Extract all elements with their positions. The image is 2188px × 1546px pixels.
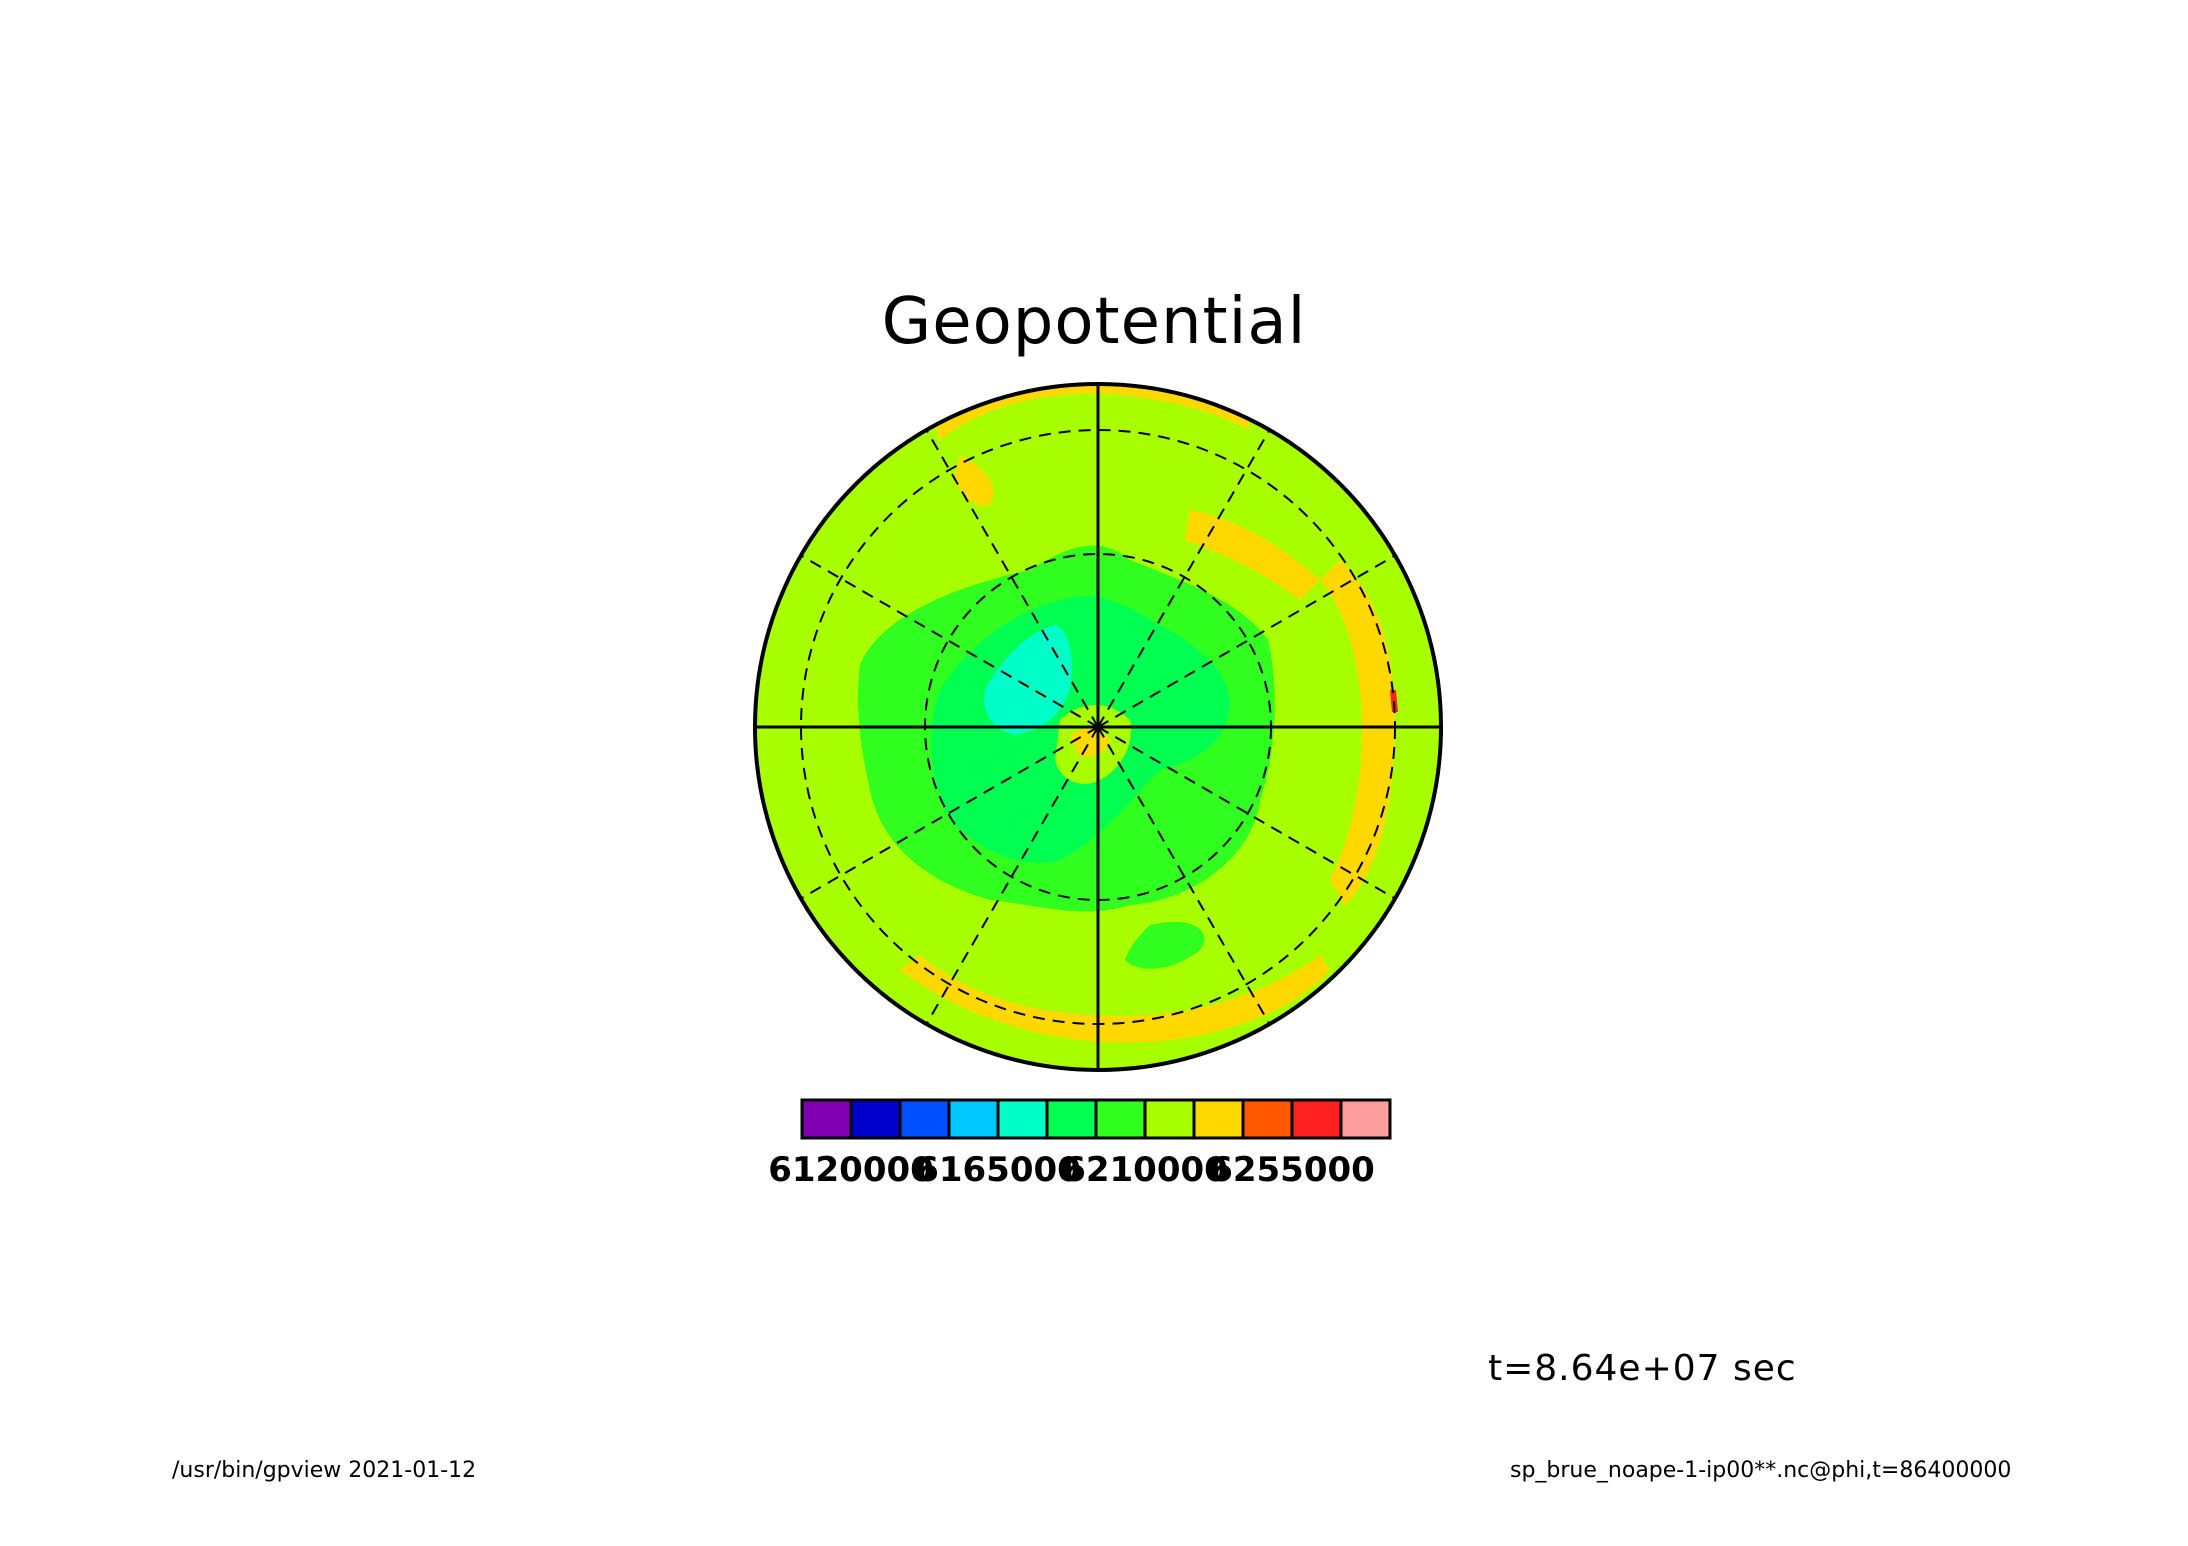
meridian-dashed [1097, 726, 1396, 900]
colorbar-tick-label: 6210000 [1062, 1150, 1228, 1190]
colorbar-swatch [800, 1098, 853, 1140]
colorbar-tick-label: 6120000 [768, 1150, 934, 1190]
yellow-band-north [935, 384, 1250, 440]
meridian-dashed [1097, 554, 1396, 728]
colorbar [800, 1098, 1392, 1140]
colorbar-swatch [1339, 1098, 1392, 1140]
colorbar-swatch [1241, 1098, 1294, 1140]
meridian-dashed [925, 726, 1099, 1025]
colorbar-swatch [898, 1098, 951, 1140]
colorbar-swatch [996, 1098, 1049, 1140]
colorbar-swatch [1143, 1098, 1196, 1140]
map-border [753, 382, 1443, 1072]
meridian-dashed [925, 429, 1099, 728]
aqua-blob [984, 625, 1072, 735]
colorbar-swatch [1045, 1098, 1098, 1140]
colorbar-swatch [1192, 1098, 1245, 1140]
colorbar-swatch [849, 1098, 902, 1140]
colorbar-swatch [1094, 1098, 1147, 1140]
yellow-blob-nw [955, 455, 994, 506]
colorbar-tick-label: 6165000 [915, 1150, 1081, 1190]
time-label: t=8.64e+07 sec [1488, 1348, 1797, 1389]
plot-title: Geopotential [881, 285, 1307, 359]
meridian-dashed [800, 554, 1099, 728]
yellow-blob-ne [1185, 510, 1320, 600]
pole-yellow-patch [1070, 728, 1110, 757]
meridian-dashed [1097, 429, 1271, 728]
yellow-band-south [900, 955, 1330, 1043]
yellow-band-east [1320, 560, 1396, 905]
green-south-blob [1125, 921, 1205, 969]
footer-source: sp_brue_noape-1-ip00**.nc@phi,t=86400000 [1510, 1458, 2012, 1483]
colorbar-swatch [947, 1098, 1000, 1140]
meridian-dashed [800, 726, 1099, 900]
meridian-dashed [1097, 726, 1271, 1025]
red-dot [1390, 690, 1398, 712]
colorbar-tick-label: 6255000 [1209, 1150, 1375, 1190]
footer-program-date: /usr/bin/gpview 2021-01-12 [172, 1458, 477, 1483]
grid-lines [753, 382, 1443, 1072]
colorbar-swatch [1290, 1098, 1343, 1140]
